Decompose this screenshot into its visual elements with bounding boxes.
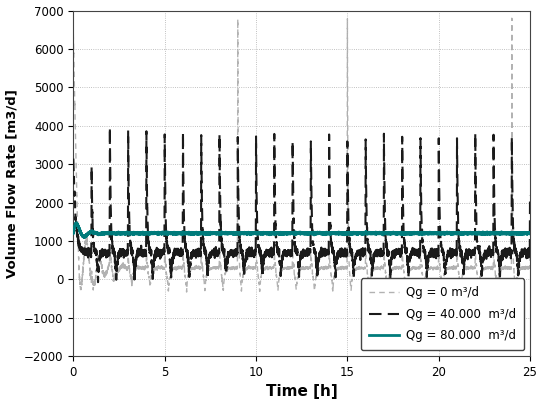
Qg = 40.000  m³/d — [523, 256, 530, 261]
Qg = 40.000  m³/d — [94, 280, 101, 285]
Qg = 80.000  m³/d — [176, 231, 183, 236]
Qg = 80.000  m³/d — [81, 235, 88, 240]
Qg = 0 m³/d — [179, 267, 185, 272]
Qg = 80.000  m³/d — [73, 220, 79, 225]
Line: Qg = 40.000  m³/d: Qg = 40.000 m³/d — [73, 127, 530, 282]
X-axis label: Time [h]: Time [h] — [266, 384, 338, 399]
Qg = 80.000  m³/d — [275, 231, 281, 236]
Qg = 0 m³/d — [184, 290, 190, 294]
Qg = 0 m³/d — [181, 263, 187, 268]
Qg = 0 m³/d — [70, 32, 77, 36]
Legend: Qg = 0 m³/d, Qg = 40.000  m³/d, Qg = 80.000  m³/d: Qg = 0 m³/d, Qg = 40.000 m³/d, Qg = 80.0… — [361, 278, 524, 350]
Qg = 80.000  m³/d — [70, 230, 77, 235]
Qg = 0 m³/d — [242, 266, 249, 271]
Qg = 40.000  m³/d — [181, 228, 187, 232]
Qg = 40.000  m³/d — [106, 125, 113, 130]
Qg = 0 m³/d — [275, 287, 281, 292]
Qg = 40.000  m³/d — [242, 256, 249, 261]
Qg = 80.000  m³/d — [242, 230, 249, 235]
Qg = 40.000  m³/d — [70, 156, 77, 161]
Y-axis label: Volume Flow Rate [m3/d]: Volume Flow Rate [m3/d] — [5, 89, 18, 278]
Qg = 80.000  m³/d — [527, 230, 533, 235]
Qg = 40.000  m³/d — [275, 248, 281, 253]
Qg = 0 m³/d — [509, 16, 515, 21]
Qg = 40.000  m³/d — [527, 193, 533, 198]
Qg = 40.000  m³/d — [179, 252, 185, 257]
Qg = 80.000  m³/d — [179, 231, 185, 236]
Qg = 40.000  m³/d — [176, 254, 183, 258]
Line: Qg = 80.000  m³/d: Qg = 80.000 m³/d — [73, 223, 530, 237]
Line: Qg = 0 m³/d: Qg = 0 m³/d — [73, 18, 530, 292]
Qg = 80.000  m³/d — [523, 230, 530, 235]
Qg = 0 m³/d — [523, 265, 530, 270]
Qg = 0 m³/d — [176, 265, 182, 270]
Qg = 0 m³/d — [527, 255, 533, 260]
Qg = 80.000  m³/d — [181, 230, 187, 235]
